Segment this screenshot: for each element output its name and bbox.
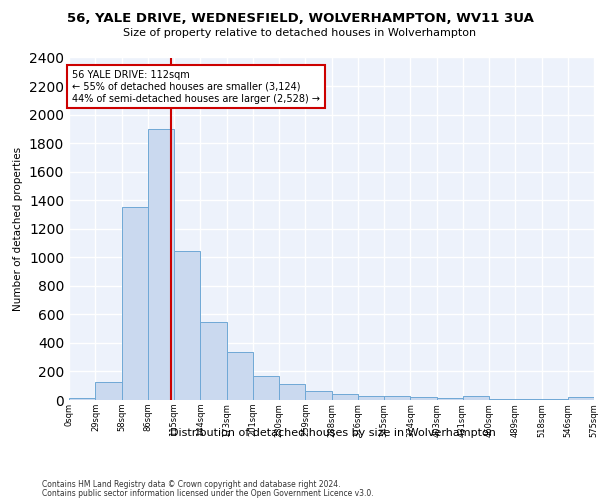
Bar xyxy=(332,394,358,400)
Bar xyxy=(148,129,174,400)
Bar xyxy=(122,208,148,400)
Bar xyxy=(463,396,489,400)
Bar xyxy=(95,382,122,400)
Text: Contains HM Land Registry data © Crown copyright and database right 2024.: Contains HM Land Registry data © Crown c… xyxy=(42,480,341,489)
Text: Contains public sector information licensed under the Open Government Licence v3: Contains public sector information licen… xyxy=(42,488,374,498)
Bar xyxy=(305,392,332,400)
Bar xyxy=(410,397,437,400)
Text: 56 YALE DRIVE: 112sqm
← 55% of detached houses are smaller (3,124)
44% of semi-d: 56 YALE DRIVE: 112sqm ← 55% of detached … xyxy=(72,70,320,104)
Bar xyxy=(200,322,227,400)
Bar xyxy=(69,398,95,400)
Bar xyxy=(437,398,463,400)
Bar xyxy=(568,397,594,400)
Text: Size of property relative to detached houses in Wolverhampton: Size of property relative to detached ho… xyxy=(124,28,476,38)
Bar xyxy=(227,352,253,400)
Bar xyxy=(279,384,305,400)
Text: 56, YALE DRIVE, WEDNESFIELD, WOLVERHAMPTON, WV11 3UA: 56, YALE DRIVE, WEDNESFIELD, WOLVERHAMPT… xyxy=(67,12,533,26)
Bar xyxy=(174,251,200,400)
Bar xyxy=(358,396,384,400)
Text: Distribution of detached houses by size in Wolverhampton: Distribution of detached houses by size … xyxy=(170,428,496,438)
Y-axis label: Number of detached properties: Number of detached properties xyxy=(13,146,23,311)
Bar xyxy=(253,376,279,400)
Bar xyxy=(384,396,410,400)
